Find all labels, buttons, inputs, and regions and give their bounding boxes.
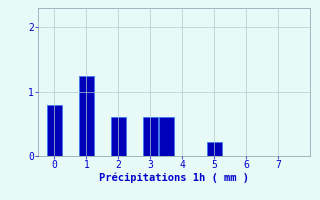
Bar xyxy=(47,105,61,156)
Bar xyxy=(207,142,222,156)
Bar xyxy=(143,117,157,156)
X-axis label: Précipitations 1h ( mm ): Précipitations 1h ( mm ) xyxy=(100,173,249,183)
Bar xyxy=(79,76,94,156)
Bar xyxy=(111,117,125,156)
Bar xyxy=(159,117,173,156)
